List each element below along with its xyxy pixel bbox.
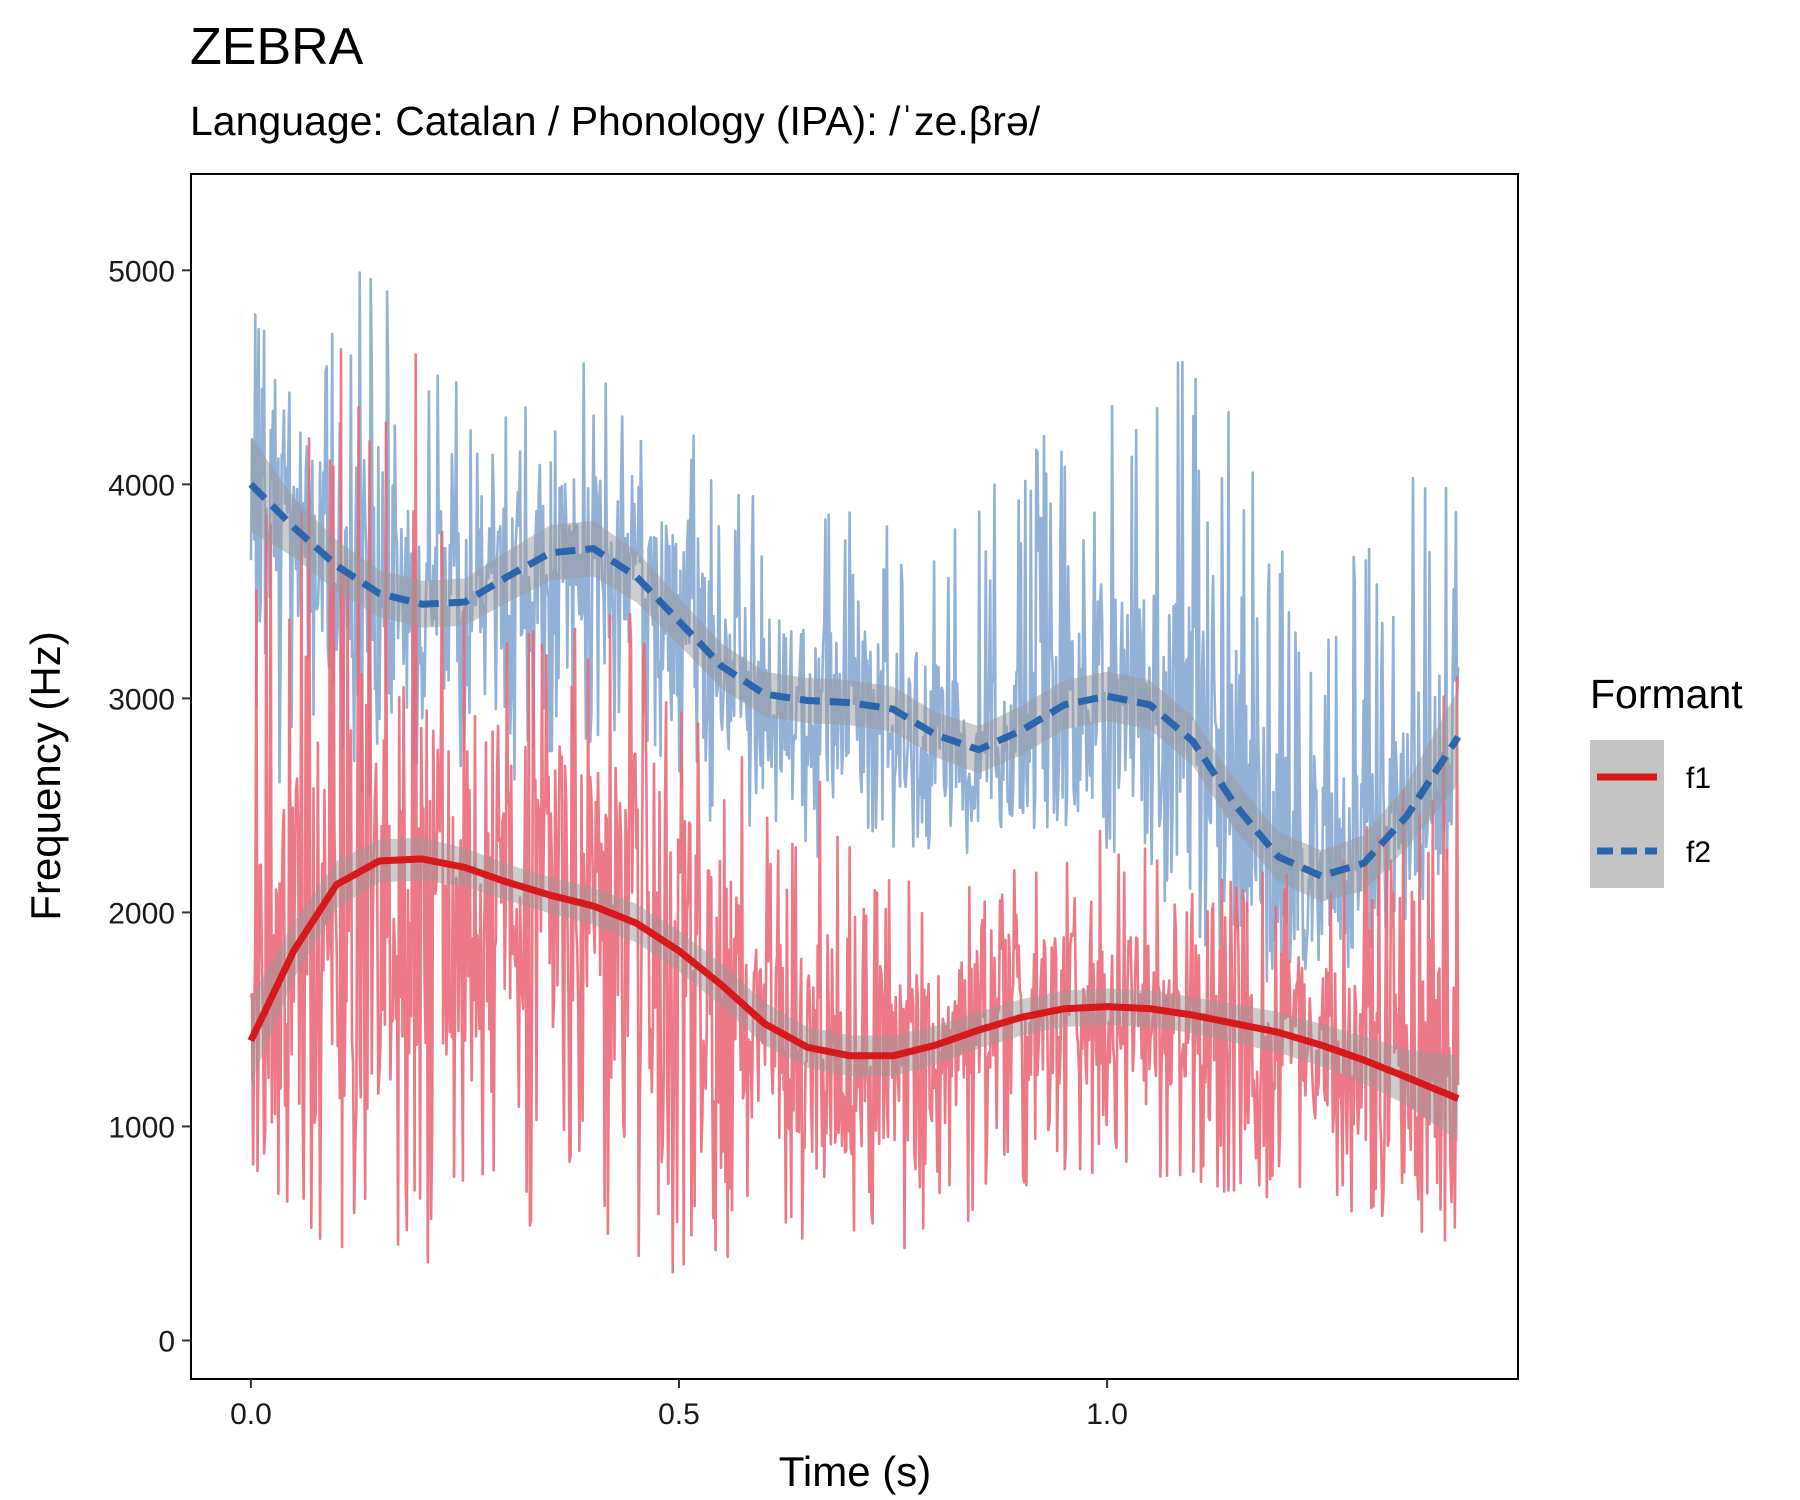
legend: Formant f1 f2 [1590,671,1743,888]
y-tick-label: 0 [158,1325,175,1358]
legend-label-f2: f2 [1686,836,1711,869]
x-axis: 0.0 0.5 1.0 [230,1379,1128,1431]
y-axis-title: Frequency (Hz) [22,631,69,920]
smooth-line-f2 [248,481,1462,880]
smooth-lines [247,481,1462,1102]
ci-ribbon-f1 [250,837,1459,1142]
y-tick-label: 4000 [108,469,175,502]
chart-subtitle: Language: Catalan / Phonology (IPA): /ˈz… [190,98,1041,144]
x-tick-label: 0.5 [658,1398,700,1431]
y-axis: 0 1000 2000 3000 4000 5000 [108,255,191,1358]
x-axis-title: Time (s) [779,1448,931,1495]
chart-title: ZEBRA [190,18,364,76]
legend-title: Formant [1590,671,1743,717]
raw-traces [249,271,1460,1274]
plot-panel-border [190,173,1519,1380]
x-tick-label: 0.0 [230,1398,272,1431]
y-tick-label: 3000 [108,683,175,716]
y-tick-label: 2000 [108,897,175,930]
y-tick-label: 5000 [108,255,175,288]
y-tick-label: 1000 [108,1111,175,1144]
legend-label-f1: f1 [1686,762,1711,795]
x-tick-label: 1.0 [1086,1398,1128,1431]
ci-ribbon-f2 [250,437,1459,902]
confidence-ribbons [250,437,1459,1142]
smooth-line-f1 [247,855,1460,1102]
